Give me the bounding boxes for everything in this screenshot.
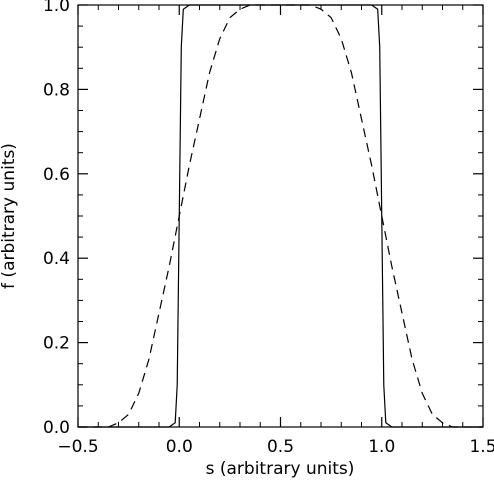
x-tick-labels: −0.5 0.0 0.5 1.0 1.5 xyxy=(57,437,494,457)
y-tick-labels: 0.0 0.2 0.4 0.6 0.8 1.0 xyxy=(43,0,70,438)
y-tick-label: 1.0 xyxy=(43,0,70,16)
y-tick-label: 0.0 xyxy=(43,418,70,438)
x-tick-label: 0.5 xyxy=(267,437,294,457)
x-ticks xyxy=(77,5,484,427)
x-tick-label: 0.0 xyxy=(166,437,193,457)
series-layer xyxy=(78,4,483,428)
x-tick-label: 1.5 xyxy=(469,437,494,457)
x-tick-label: −0.5 xyxy=(57,437,98,457)
y-ticks xyxy=(78,4,483,428)
y-tick-label: 0.2 xyxy=(43,334,70,354)
plot-frame xyxy=(77,4,484,428)
y-axis-label: f (arbitrary units) xyxy=(0,143,19,289)
x-axis-label: s (arbitrary units) xyxy=(206,459,355,479)
y-tick-label: 0.8 xyxy=(43,80,70,100)
x-tick-label: 1.0 xyxy=(368,437,395,457)
solid-series-line xyxy=(78,4,483,428)
y-tick-label: 0.4 xyxy=(43,249,70,269)
y-tick-label: 0.6 xyxy=(43,165,70,185)
dashed-series-line xyxy=(78,4,483,428)
